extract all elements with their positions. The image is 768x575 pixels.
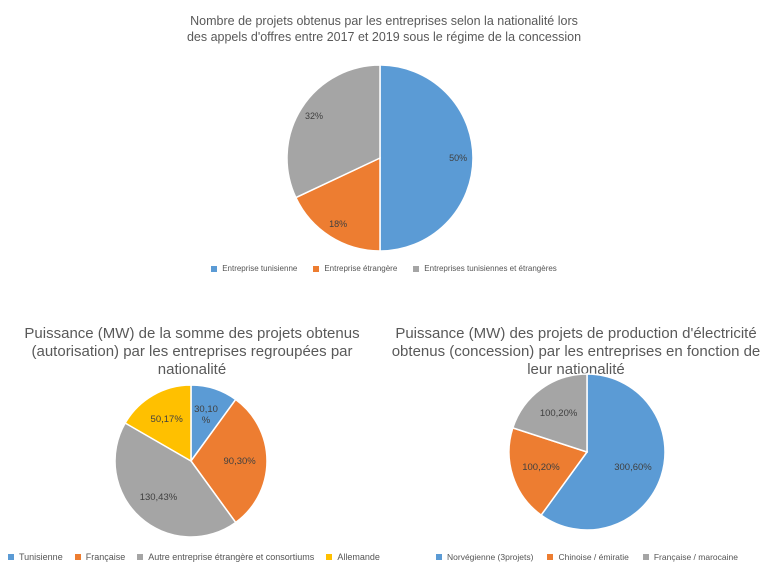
- legend-label: Allemande: [337, 552, 380, 562]
- legend-item-tunisienne: Tunisienne: [8, 552, 63, 562]
- legend-item-norvegienne-3projets: Norvégienne (3projets): [436, 552, 533, 562]
- legend-label: Française: [85, 552, 126, 562]
- legend-item-entreprise-etrangere: Entreprise étrangère: [313, 264, 397, 273]
- chart-title: Nombre de projets obtenus par les entrep…: [186, 14, 582, 44]
- slice-data-label: 90,30%: [224, 456, 257, 467]
- pie-chart-puissance-concession: Puissance (MW) des projets de production…: [384, 310, 768, 575]
- legend-swatch: [74, 554, 81, 560]
- slice-data-label: 32%: [305, 111, 323, 121]
- chart-title: Puissance (MW) des projets de production…: [391, 325, 761, 378]
- slice-data-label: 300,60%: [614, 462, 652, 473]
- pie-slice-allemande: [124, 384, 192, 463]
- legend-item-entreprises-tunisiennes-et-etrangeres: Entreprises tunisiennes et étrangères: [413, 264, 557, 273]
- chart-legend: Entreprise tunisienne Entreprise étrangèr…: [0, 264, 768, 273]
- legend-label: Entreprise tunisienne: [222, 264, 298, 273]
- pie-slice-norvegienne-3projets: [540, 373, 666, 531]
- legend-swatch: [436, 554, 442, 560]
- slice-data-label: 50%: [449, 153, 467, 163]
- legend-swatch: [8, 554, 14, 560]
- legend-item-francaise: Française: [74, 552, 126, 562]
- chart-legend: Tunisienne Française Autre entreprise étra…: [8, 552, 392, 562]
- slice-data-label: 100,20%: [540, 408, 578, 419]
- pie-plot: 300,60% 100,20% 100,20%: [508, 373, 666, 531]
- pie-plot: 50% 18% 32%: [286, 64, 474, 252]
- legend-label: Autre entreprise étrangère et consortium…: [148, 552, 315, 562]
- legend-swatch: [137, 554, 144, 560]
- legend-item-allemande: Allemande: [326, 552, 380, 562]
- pie-plot: 30,10 % 90,30% 130,43% 50,17%: [114, 384, 268, 538]
- slice-data-label: 50,17%: [151, 414, 184, 425]
- legend-label: Norvégienne (3projets): [447, 552, 534, 562]
- legend-item-entreprise-tunisienne: Entreprise tunisienne: [211, 264, 297, 273]
- pie-slice-entreprise-etrangere: [294, 156, 381, 252]
- legend-label: Entreprise étrangère: [324, 264, 398, 273]
- pie-slice-francaise-marocaine: [511, 373, 588, 454]
- legend-swatch: [326, 554, 333, 560]
- slice-data-label: 30,10%: [194, 404, 218, 426]
- pie-chart-puissance-autorisation: Puissance (MW) de la somme des projets o…: [0, 310, 384, 575]
- slice-data-label: 130,43%: [140, 492, 178, 503]
- pie-slice-entreprises-tunisiennes-et-etrangeres: [286, 64, 381, 199]
- legend-item-autre-entreprise-etrangere-et-consortiums: Autre entreprise étrangère et consortium…: [137, 552, 314, 562]
- legend-label: Française / marocaine: [653, 552, 738, 562]
- slice-data-label: 100,20%: [522, 462, 560, 473]
- legend-label: Tunisienne: [19, 552, 63, 562]
- legend-item-francaise-marocaine: Française / marocaine: [642, 552, 738, 562]
- chart-title: Puissance (MW) de la somme des projets o…: [24, 325, 360, 378]
- pie-slice-francaise: [190, 398, 268, 524]
- legend-swatch: [211, 265, 218, 272]
- pie-chart-nombre-projets: Nombre de projets obtenus par les entrep…: [0, 14, 768, 273]
- pie-slice-chinoise-emiratie: [508, 426, 589, 517]
- legend-label: Entreprises tunisiennes et étrangères: [424, 264, 557, 273]
- pie-slice-entreprise-tunisienne: [379, 64, 474, 252]
- legend-swatch: [413, 265, 420, 272]
- pie-slice-autre-entreprise-etrangere-et-consortiums: [114, 421, 237, 538]
- slice-data-label: 18%: [329, 219, 347, 229]
- legend-item-chinoise-emiratie: Chinoise / émiratie: [547, 552, 629, 562]
- legend-swatch: [642, 554, 649, 560]
- legend-label: Chinoise / émiratie: [558, 552, 629, 562]
- chart-legend: Norvégienne (3projets) Chinoise / émirati…: [436, 552, 752, 562]
- legend-swatch: [313, 265, 320, 272]
- legend-swatch: [547, 554, 554, 560]
